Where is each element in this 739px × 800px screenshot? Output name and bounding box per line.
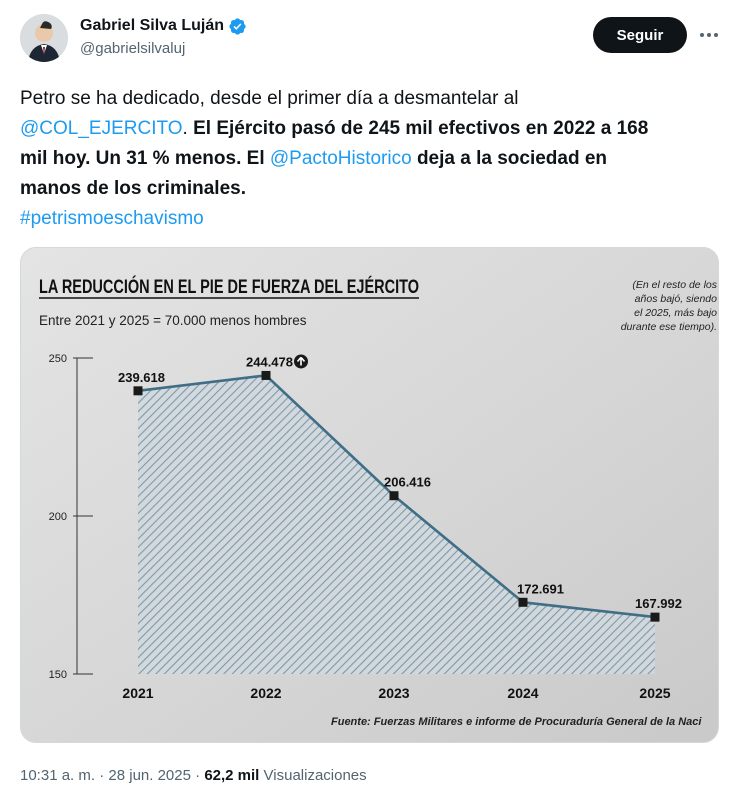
more-options-icon[interactable] bbox=[698, 24, 720, 46]
tweet-line-5: #petrismoeschavismo bbox=[20, 204, 720, 234]
mention-pacto-historico[interactable]: @PactoHistorico bbox=[269, 148, 412, 169]
data-label: 167.992 bbox=[635, 596, 682, 611]
views-count: 62,2 mil bbox=[204, 767, 260, 784]
y-tick-label: 250 bbox=[49, 353, 67, 365]
area-fill bbox=[138, 375, 655, 674]
note-line: años bajó, siendo bbox=[635, 293, 717, 305]
tweet-text-segment: Petro se ha dedicado, desde el primer dí… bbox=[20, 88, 519, 109]
data-label: 206.416 bbox=[384, 475, 431, 490]
author-handle[interactable]: @gabrielsilvaluj bbox=[80, 40, 186, 57]
y-tick-label: 150 bbox=[49, 669, 67, 681]
data-label: 244.478 bbox=[246, 354, 293, 369]
chart-title: LA REDUCCIÓN EN EL PIE DE FUERZA DEL EJÉ… bbox=[39, 276, 419, 298]
author-info: Gabriel Silva Luján @gabrielsilvaluj bbox=[80, 16, 247, 59]
data-label: 239.618 bbox=[118, 370, 165, 385]
data-point bbox=[261, 370, 271, 380]
y-tick-label: 200 bbox=[49, 511, 67, 523]
data-point bbox=[650, 612, 660, 622]
data-point bbox=[389, 491, 399, 501]
tweet-line-1: Petro se ha dedicado, desde el primer dí… bbox=[20, 84, 720, 114]
plot-area: 250 200 150 239.618 244.478 206.416 172.691 167… bbox=[49, 353, 682, 701]
meta-separator: · bbox=[99, 767, 105, 784]
person-avatar-icon bbox=[20, 14, 68, 62]
more-dot bbox=[714, 33, 718, 37]
x-tick-label: 2024 bbox=[507, 685, 538, 701]
tweet-line-3: mil hoy. Un 31 % menos. El @PactoHistori… bbox=[20, 144, 720, 174]
data-point bbox=[518, 597, 528, 607]
avatar[interactable] bbox=[20, 14, 68, 62]
area-chart: LA REDUCCIÓN EN EL PIE DE FUERZA DEL EJÉ… bbox=[21, 248, 718, 742]
x-tick-label: 2023 bbox=[378, 685, 409, 701]
display-name-text[interactable]: Gabriel Silva Luján bbox=[80, 17, 225, 34]
hashtag-link[interactable]: #petrismoeschavismo bbox=[20, 208, 204, 229]
follow-button[interactable]: Seguir bbox=[593, 17, 687, 53]
note-line: el 2025, más bajo bbox=[634, 307, 717, 319]
more-dot bbox=[707, 33, 711, 37]
meta-separator: · bbox=[195, 767, 201, 784]
verified-badge-icon bbox=[229, 17, 246, 35]
chart-subtitle: Entre 2021 y 2025 = 70.000 menos hombres bbox=[39, 313, 307, 328]
tweet-media-image[interactable]: LA REDUCCIÓN EN EL PIE DE FUERZA DEL EJÉ… bbox=[20, 247, 719, 743]
tweet-bold-segment: mil hoy. Un 31 % menos. El bbox=[20, 148, 265, 169]
data-point bbox=[133, 386, 143, 396]
tweet-bold-segment: El Ejército pasó de 245 mil efectivos en… bbox=[193, 118, 649, 139]
views-label: Visualizaciones bbox=[263, 767, 367, 784]
tweet-bold-segment: manos de los criminales. bbox=[20, 178, 246, 199]
display-name[interactable]: Gabriel Silva Luján bbox=[80, 16, 247, 36]
data-label: 172.691 bbox=[517, 581, 564, 596]
tweet-text-segment: . bbox=[182, 118, 188, 139]
chart-note: (En el resto de los años bajó, siendo el… bbox=[621, 279, 718, 333]
chart-source: Fuente: Fuerzas Militares e informe de P… bbox=[331, 716, 702, 728]
tweet-line-2: @COL_EJERCITO. El Ejército pasó de 245 m… bbox=[20, 114, 720, 144]
tweet-time[interactable]: 10:31 a. m. bbox=[20, 767, 96, 784]
x-tick-label: 2025 bbox=[639, 685, 670, 701]
more-dot bbox=[700, 33, 704, 37]
up-arrow-glyph bbox=[296, 356, 306, 366]
tweet-text: Petro se ha dedicado, desde el primer dí… bbox=[20, 84, 720, 234]
x-tick-label: 2021 bbox=[122, 685, 153, 701]
tweet-bold-segment: deja a la sociedad en bbox=[416, 148, 608, 169]
note-line: (En el resto de los bbox=[632, 279, 717, 291]
x-tick-label: 2022 bbox=[250, 685, 281, 701]
note-line: durante ese tiempo). bbox=[621, 321, 717, 333]
mention-col-ejercito[interactable]: @COL_EJERCITO bbox=[20, 118, 183, 139]
tweet-date[interactable]: 28 jun. 2025 bbox=[108, 767, 191, 784]
tweet-header: Gabriel Silva Luján @gabrielsilvaluj Seg… bbox=[20, 14, 720, 66]
tweet-meta: 10:31 a. m. · 28 jun. 2025 · 62,2 mil Vi… bbox=[20, 766, 367, 786]
tweet-line-4: manos de los criminales. bbox=[20, 174, 720, 204]
